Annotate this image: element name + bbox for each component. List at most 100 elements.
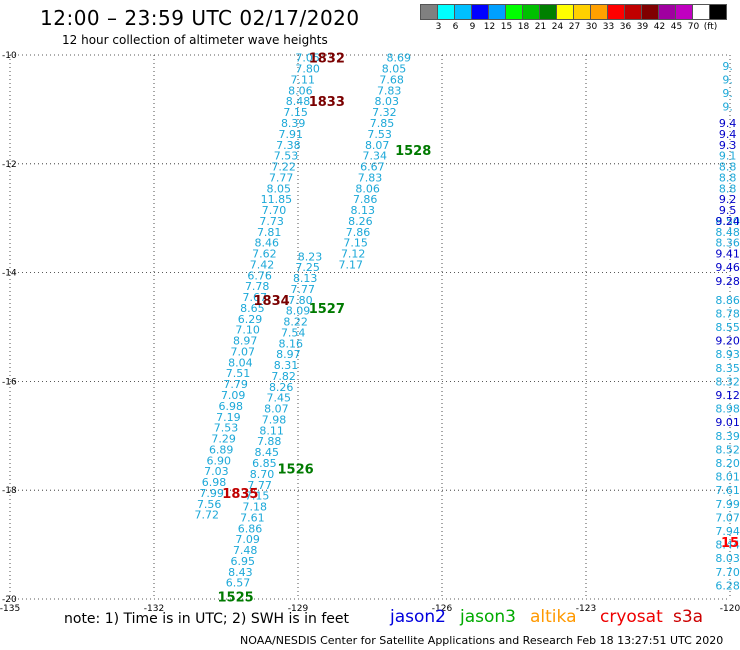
pass-label: 1835 [222,487,258,502]
swh-value: 8.43 [228,566,253,579]
pass-label: 1525 [218,590,254,605]
swh-value: 7.18 [243,501,268,514]
swh-value: 8.05 [267,182,292,195]
swh-value: 9.24 [715,215,740,228]
swh-value: 7.62 [252,248,277,261]
lon-tick-label: -135 [0,604,20,614]
lat-tick-label: -16 [2,377,17,387]
swh-value: 8.03 [715,552,740,565]
swh-value: 6.98 [219,400,244,413]
swh-value: 8.65 [240,302,265,315]
swh-value: 8.04 [228,356,253,369]
swh-value: 8.32 [715,375,740,388]
pass-label: 1528 [395,144,431,159]
swh-value: 8.44 [715,539,740,552]
swh-value: 9. [722,60,733,73]
swh-value: 7.99 [199,487,224,500]
swh-value: 7.53 [274,150,299,163]
swh-value: 9.46 [715,261,740,274]
swh-value: 7.19 [216,411,241,424]
scale-label: 3 [435,22,442,32]
swh-value: 7.61 [240,511,265,524]
swh-value: 8.93 [715,348,740,361]
scale-label: 33 [602,22,615,32]
swh-value: 7.51 [226,367,251,380]
swh-value: 7.10 [235,324,260,337]
swh-value: 8.26 [348,215,373,228]
swh-value: 7.86 [346,226,371,239]
swh-value: 7.82 [271,370,296,383]
pass-label: 1527 [309,302,345,317]
swh-value: 7.91 [279,128,304,141]
scale-label: 18 [517,22,530,32]
swh-value: 8.06 [355,182,380,195]
swh-value: 9. [722,73,733,86]
swh-value: 7.25 [295,261,320,274]
swh-value: 7.78 [245,280,270,293]
swh-value: 7.15 [343,237,368,250]
swh-value: 7.45 [267,392,292,405]
pass-label: 1833 [309,95,345,110]
swh-value: 8.13 [293,272,318,285]
swh-value: 7.73 [259,215,284,228]
swh-value: 7.12 [341,248,366,261]
scale-label: 45 [670,22,683,32]
page-subtitle: 12 hour collection of altimeter wave hei… [62,33,328,47]
mission-label: s3a [673,607,704,627]
swh-value: 7.79 [223,378,248,391]
swh-value: 7.09 [235,533,260,546]
mission-label: altika [530,607,577,627]
scale-label: 6 [452,22,459,32]
swh-value: 7.98 [262,413,287,426]
swh-value: 6.85 [252,457,277,470]
footer-credit: NOAA/NESDIS Center for Satellite Applica… [240,634,724,647]
swh-value: 8.23 [298,250,323,263]
swh-value: 8.07 [264,403,289,416]
swh-value: 7.54 [281,326,306,339]
lat-tick-label: -12 [2,160,17,170]
swh-value: 7.80 [295,63,320,76]
swh-value: 9.1 [719,150,737,163]
scale-label: 39 [636,22,649,32]
swh-value: 7.77 [247,479,272,492]
swh-value: 6.28 [715,579,740,592]
pass-label: 1832 [309,52,345,67]
swh-value: 9.4 [719,117,737,130]
swh-value: 8.69 [387,52,412,65]
swh-value: 8.78 [715,307,740,320]
swh-value: 8.05 [382,63,407,76]
swh-value: 8.16 [279,337,304,350]
lon-tick-label: -129 [288,604,309,614]
swh-value: 8.36 [715,237,740,250]
swh-value: 9. [722,101,733,114]
swh-value: 7.85 [370,117,395,130]
scale-swatch [709,4,727,20]
lat-tick-label: -10 [2,51,17,61]
swh-value: 7.34 [363,150,388,163]
swh-value: 6.76 [247,269,272,282]
scale-label: 24 [551,22,564,32]
swh-value: 9.4 [719,128,737,141]
swh-value: 7.42 [250,258,275,271]
page-title: 12:00 – 23:59 UTC 02/17/2020 [40,6,360,30]
swh-value: 9. [722,87,733,100]
swh-value: 9.5 [719,204,737,217]
swh-value: 9.41 [715,248,740,261]
swh-value: 9.01 [715,416,740,429]
swh-value: 7.53 [367,128,392,141]
swh-value: 6.89 [209,443,234,456]
swh-value: 8.11 [259,424,284,437]
swh-value: 6.67 [360,161,385,174]
swh-value: 8.97 [276,348,301,361]
swh-value: 7.11 [291,73,316,86]
swh-value: 8.98 [715,403,740,416]
mission-label: jason2 [390,607,446,627]
swh-value: 8.39 [281,117,306,130]
pass-label: 1834 [254,294,290,309]
swh-value: 8.46 [255,237,280,250]
swh-value: 8.50 [715,215,740,228]
swh-value: 6.98 [202,476,227,489]
lat-tick-label: -18 [2,486,17,496]
swh-value: 7.15 [283,106,308,119]
